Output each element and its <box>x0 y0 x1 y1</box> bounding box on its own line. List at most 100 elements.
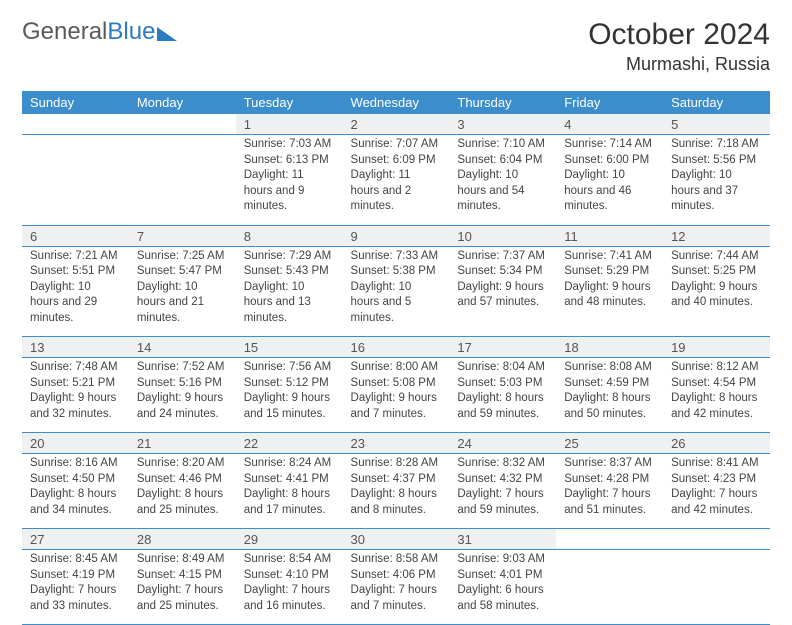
day-cell: Sunrise: 8:49 AMSunset: 4:15 PMDaylight:… <box>129 550 236 625</box>
day-cell: Sunrise: 8:41 AMSunset: 4:23 PMDaylight:… <box>663 454 770 529</box>
day-number: 14 <box>129 337 236 358</box>
title-block: October 2024 Murmashi, Russia <box>588 18 770 75</box>
day-cell: Sunrise: 7:07 AMSunset: 6:09 PMDaylight:… <box>343 135 450 226</box>
calendar-head: SundayMondayTuesdayWednesdayThursdayFrid… <box>22 91 770 114</box>
day-number: 9 <box>343 225 450 246</box>
day-header: Friday <box>556 91 663 114</box>
day-number: 25 <box>556 433 663 454</box>
day-cell: Sunrise: 8:45 AMSunset: 4:19 PMDaylight:… <box>22 550 129 625</box>
day-cell: Sunrise: 8:12 AMSunset: 4:54 PMDaylight:… <box>663 358 770 433</box>
day-number: 7 <box>129 225 236 246</box>
day-cell: Sunrise: 8:08 AMSunset: 4:59 PMDaylight:… <box>556 358 663 433</box>
day-number: 2 <box>343 114 450 135</box>
day-cell: Sunrise: 7:10 AMSunset: 6:04 PMDaylight:… <box>449 135 556 226</box>
day-number: 1 <box>236 114 343 135</box>
day-cell: Sunrise: 8:58 AMSunset: 4:06 PMDaylight:… <box>343 550 450 625</box>
day-number: 18 <box>556 337 663 358</box>
day-cell: Sunrise: 8:20 AMSunset: 4:46 PMDaylight:… <box>129 454 236 529</box>
day-header-row: SundayMondayTuesdayWednesdayThursdayFrid… <box>22 91 770 114</box>
day-number: 5 <box>663 114 770 135</box>
triangle-icon <box>157 27 177 41</box>
daynum-row: 6789101112 <box>22 225 770 246</box>
day-cell: Sunrise: 8:00 AMSunset: 5:08 PMDaylight:… <box>343 358 450 433</box>
daynum-row: 12345 <box>22 114 770 135</box>
day-number <box>22 114 129 135</box>
day-cell <box>556 550 663 625</box>
day-number: 24 <box>449 433 556 454</box>
day-number: 8 <box>236 225 343 246</box>
day-number: 28 <box>129 529 236 550</box>
logo-word1: General <box>22 18 107 45</box>
day-number: 10 <box>449 225 556 246</box>
day-cell: Sunrise: 7:41 AMSunset: 5:29 PMDaylight:… <box>556 246 663 337</box>
day-number: 16 <box>343 337 450 358</box>
day-number: 6 <box>22 225 129 246</box>
day-cell: Sunrise: 7:48 AMSunset: 5:21 PMDaylight:… <box>22 358 129 433</box>
daynum-row: 20212223242526 <box>22 433 770 454</box>
day-cell: Sunrise: 8:04 AMSunset: 5:03 PMDaylight:… <box>449 358 556 433</box>
content-row: Sunrise: 8:45 AMSunset: 4:19 PMDaylight:… <box>22 550 770 625</box>
day-cell: Sunrise: 8:54 AMSunset: 4:10 PMDaylight:… <box>236 550 343 625</box>
month-title: October 2024 <box>588 18 770 52</box>
day-number: 31 <box>449 529 556 550</box>
day-cell: Sunrise: 7:56 AMSunset: 5:12 PMDaylight:… <box>236 358 343 433</box>
day-cell: Sunrise: 8:28 AMSunset: 4:37 PMDaylight:… <box>343 454 450 529</box>
day-cell: Sunrise: 7:03 AMSunset: 6:13 PMDaylight:… <box>236 135 343 226</box>
day-cell: Sunrise: 7:14 AMSunset: 6:00 PMDaylight:… <box>556 135 663 226</box>
logo-word2: Blue <box>107 18 155 45</box>
day-cell: Sunrise: 7:33 AMSunset: 5:38 PMDaylight:… <box>343 246 450 337</box>
day-cell: Sunrise: 9:03 AMSunset: 4:01 PMDaylight:… <box>449 550 556 625</box>
day-number: 27 <box>22 529 129 550</box>
content-row: Sunrise: 7:03 AMSunset: 6:13 PMDaylight:… <box>22 135 770 226</box>
day-cell: Sunrise: 7:18 AMSunset: 5:56 PMDaylight:… <box>663 135 770 226</box>
day-number: 17 <box>449 337 556 358</box>
content-row: Sunrise: 7:21 AMSunset: 5:51 PMDaylight:… <box>22 246 770 337</box>
day-number: 3 <box>449 114 556 135</box>
day-cell: Sunrise: 7:21 AMSunset: 5:51 PMDaylight:… <box>22 246 129 337</box>
content-row: Sunrise: 8:16 AMSunset: 4:50 PMDaylight:… <box>22 454 770 529</box>
content-row: Sunrise: 7:48 AMSunset: 5:21 PMDaylight:… <box>22 358 770 433</box>
logo-text: GeneralBlue <box>22 18 155 46</box>
day-number: 11 <box>556 225 663 246</box>
day-number: 13 <box>22 337 129 358</box>
day-cell: Sunrise: 7:29 AMSunset: 5:43 PMDaylight:… <box>236 246 343 337</box>
day-header: Sunday <box>22 91 129 114</box>
day-header: Saturday <box>663 91 770 114</box>
day-cell: Sunrise: 8:16 AMSunset: 4:50 PMDaylight:… <box>22 454 129 529</box>
day-cell <box>22 135 129 226</box>
day-number <box>129 114 236 135</box>
day-cell: Sunrise: 7:44 AMSunset: 5:25 PMDaylight:… <box>663 246 770 337</box>
day-header: Tuesday <box>236 91 343 114</box>
day-header: Thursday <box>449 91 556 114</box>
day-number: 26 <box>663 433 770 454</box>
day-number: 19 <box>663 337 770 358</box>
day-cell <box>129 135 236 226</box>
day-number: 23 <box>343 433 450 454</box>
day-number <box>556 529 663 550</box>
daynum-row: 2728293031 <box>22 529 770 550</box>
day-cell: Sunrise: 8:32 AMSunset: 4:32 PMDaylight:… <box>449 454 556 529</box>
page-header: GeneralBlue October 2024 Murmashi, Russi… <box>22 18 770 75</box>
day-number: 12 <box>663 225 770 246</box>
day-number: 15 <box>236 337 343 358</box>
day-cell: Sunrise: 8:37 AMSunset: 4:28 PMDaylight:… <box>556 454 663 529</box>
day-number <box>663 529 770 550</box>
day-cell <box>663 550 770 625</box>
daynum-row: 13141516171819 <box>22 337 770 358</box>
day-cell: Sunrise: 7:37 AMSunset: 5:34 PMDaylight:… <box>449 246 556 337</box>
day-header: Monday <box>129 91 236 114</box>
day-number: 22 <box>236 433 343 454</box>
day-number: 30 <box>343 529 450 550</box>
logo: GeneralBlue <box>22 18 177 46</box>
day-number: 20 <box>22 433 129 454</box>
day-cell: Sunrise: 8:24 AMSunset: 4:41 PMDaylight:… <box>236 454 343 529</box>
calendar-table: SundayMondayTuesdayWednesdayThursdayFrid… <box>22 91 770 625</box>
day-number: 29 <box>236 529 343 550</box>
day-header: Wednesday <box>343 91 450 114</box>
day-cell: Sunrise: 7:52 AMSunset: 5:16 PMDaylight:… <box>129 358 236 433</box>
day-cell: Sunrise: 7:25 AMSunset: 5:47 PMDaylight:… <box>129 246 236 337</box>
calendar-body: 12345Sunrise: 7:03 AMSunset: 6:13 PMDayl… <box>22 114 770 625</box>
day-number: 21 <box>129 433 236 454</box>
day-number: 4 <box>556 114 663 135</box>
location: Murmashi, Russia <box>588 54 770 75</box>
